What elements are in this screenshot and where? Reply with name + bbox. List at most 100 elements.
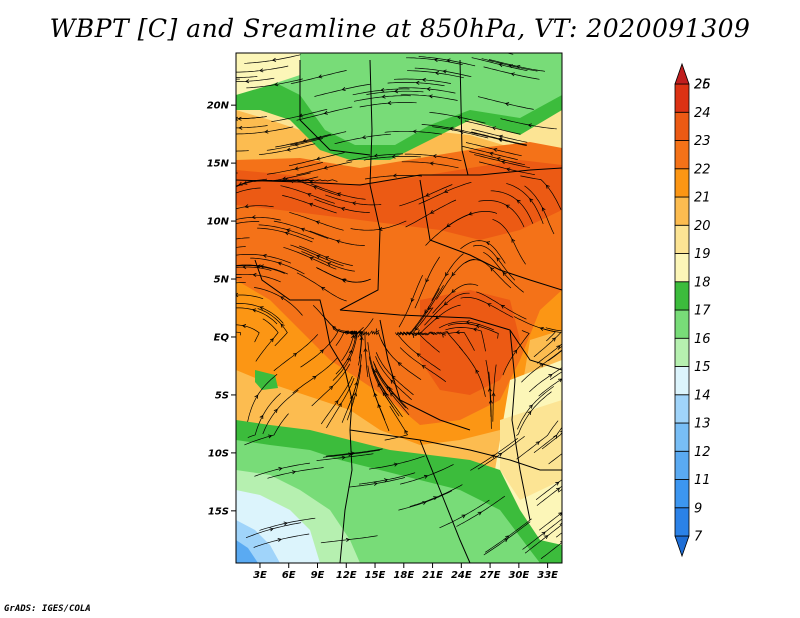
- streamline-arrow: [359, 336, 364, 341]
- streamline-arrow: [372, 369, 377, 374]
- streamline-arrow: [307, 193, 312, 197]
- streamline-arrow: [268, 434, 273, 439]
- streamline-arrow: [291, 470, 297, 475]
- streamline-arrow: [264, 129, 269, 134]
- streamline: [558, 488, 562, 493]
- streamline-arrow: [441, 333, 446, 338]
- streamline-arrow: [386, 385, 391, 390]
- streamline-arrow: [510, 72, 515, 77]
- streamline: [236, 78, 240, 80]
- colorbar-swatch: [674, 281, 690, 311]
- streamline-arrow: [461, 514, 466, 519]
- colorbar-swatch: [674, 450, 690, 480]
- streamline-arrow: [414, 326, 419, 331]
- streamline-arrow: [278, 466, 283, 471]
- border-b: [339, 59, 381, 311]
- colorbar-label: 7: [694, 530, 703, 545]
- streamline-arrow: [544, 535, 549, 540]
- border-d: [339, 309, 562, 371]
- lat-tick-label: 15S: [208, 506, 229, 517]
- streamline-arrow: [498, 138, 503, 142]
- lon-tick-label: 24E: [451, 570, 472, 581]
- streamline-arrow: [262, 253, 267, 258]
- temperature-field: [236, 53, 562, 563]
- streamline-arrow: [280, 323, 285, 328]
- streamline-arrow: [397, 362, 402, 367]
- streamline-arrow: [421, 365, 426, 369]
- streamline-arrow: [273, 82, 279, 87]
- streamline: [505, 53, 514, 55]
- streamline-arrow: [320, 286, 326, 291]
- streamline-arrow: [472, 327, 478, 332]
- streamline-arrow: [485, 47, 488, 50]
- streamline-arrow: [446, 58, 451, 63]
- colorbar-arrow-high: [674, 62, 690, 85]
- colorbar-label: 9: [694, 501, 702, 516]
- colorbar-swatch: [674, 253, 690, 283]
- streamline-arrow: [391, 154, 396, 159]
- streamline-arrow: [252, 272, 257, 277]
- streamline-arrow: [578, 475, 582, 478]
- streamline-arrow: [503, 538, 508, 543]
- colorbar-swatch: [674, 196, 690, 226]
- streamline-arrow: [348, 452, 353, 457]
- streamline-arrow: [259, 414, 264, 419]
- streamline-arrow: [404, 429, 409, 434]
- lon-tick-label: 3E: [253, 570, 267, 581]
- streamline-arrow: [373, 481, 378, 486]
- border-c: [419, 179, 562, 291]
- streamline-arrow: [373, 153, 378, 158]
- colorbar-swatch: [674, 337, 690, 367]
- colorbar-swatch: [674, 366, 690, 396]
- streamline-arrow: [500, 304, 505, 309]
- colorbar-swatch: [674, 111, 690, 141]
- streamline-arrow: [318, 74, 323, 79]
- streamline-arrow: [421, 77, 426, 82]
- streamline-arrow: [570, 364, 574, 367]
- colorbar-label: 16: [694, 332, 711, 347]
- lat-tick-label: 20N: [207, 101, 230, 112]
- streamline-arrow: [428, 306, 432, 311]
- border-i: [459, 59, 469, 176]
- streamline-arrow: [541, 207, 546, 212]
- streamline-arrow: [381, 94, 386, 99]
- lat-tick-label: 10N: [207, 217, 230, 228]
- streamline-arrow: [541, 531, 546, 536]
- lon-tick-label: 21E: [422, 570, 443, 581]
- grads-credit: GrADS: IGES/COLA: [4, 604, 91, 614]
- streamline-arrow: [269, 338, 274, 343]
- streamline-arrow: [390, 392, 394, 397]
- streamline-arrow: [498, 137, 503, 142]
- streamline-arrow: [513, 349, 518, 354]
- streamline-arrow: [241, 324, 247, 329]
- streamline-arrow: [434, 71, 440, 76]
- colorbar-swatch: [674, 422, 690, 452]
- streamline-arrow: [527, 410, 532, 415]
- colorbar-swatch: [674, 479, 690, 509]
- streamline: [541, 431, 562, 450]
- streamline-arrow: [576, 520, 579, 523]
- streamline: [549, 371, 562, 380]
- streamline-arrow: [284, 177, 289, 182]
- streamline-arrow: [415, 80, 420, 85]
- streamline-arrow: [498, 134, 503, 139]
- streamline-arrow: [433, 496, 438, 501]
- streamline-arrow: [315, 220, 320, 225]
- lon-tick-label: 18E: [393, 570, 414, 581]
- streamline-arrow: [432, 154, 437, 159]
- streamline-arrow: [211, 77, 214, 80]
- streamline-arrow: [455, 330, 460, 335]
- streamline: [559, 522, 562, 526]
- streamline-arrow: [259, 306, 264, 310]
- streamline-arrow: [251, 308, 257, 313]
- streamline-arrow: [338, 402, 342, 408]
- colorbar-swatch: [674, 168, 690, 198]
- streamline-arrow: [390, 379, 395, 384]
- streamline-arrow: [271, 57, 277, 62]
- border-a: [236, 167, 562, 186]
- border-j: [299, 60, 371, 156]
- streamline-arrow: [222, 240, 225, 243]
- streamline-arrow: [375, 328, 380, 333]
- colorbar-label: 22: [694, 162, 711, 177]
